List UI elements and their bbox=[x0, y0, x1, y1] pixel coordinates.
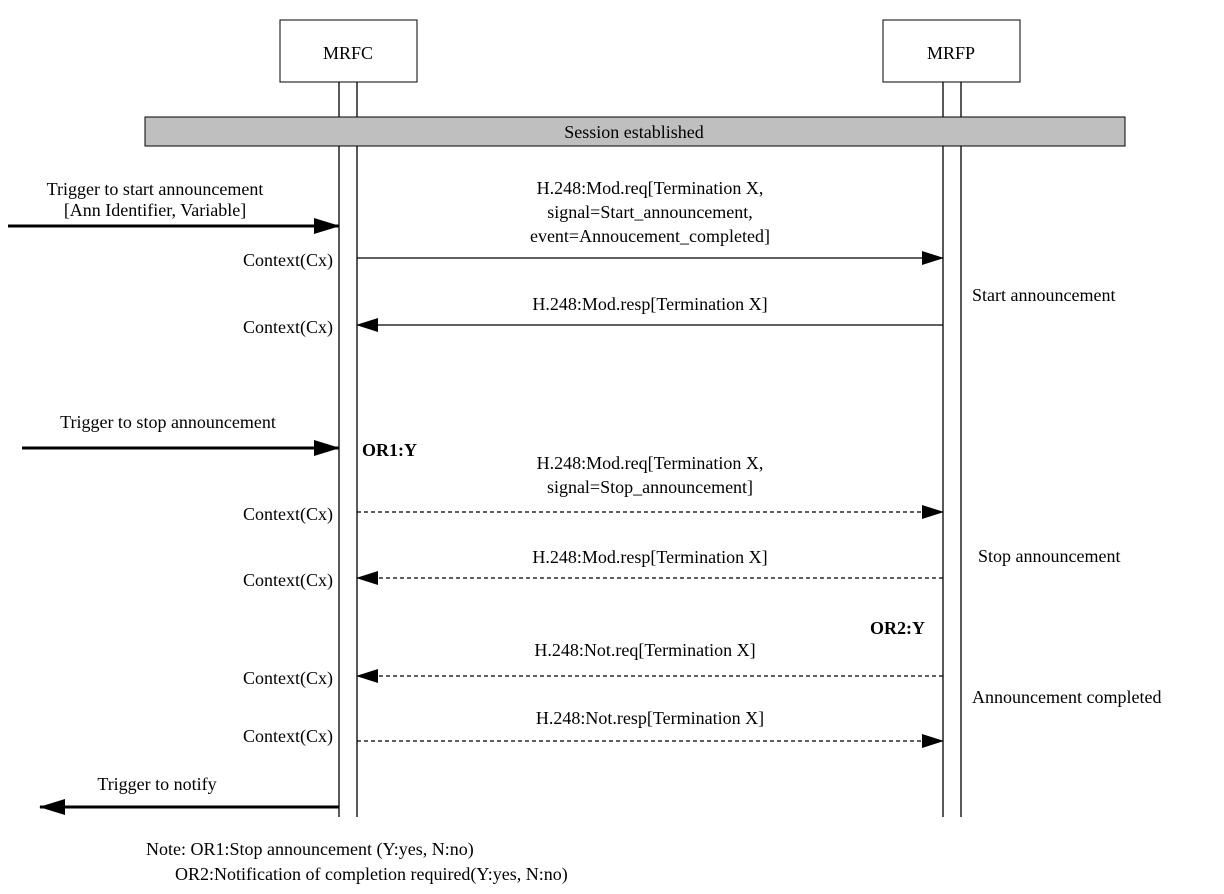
mrfc-lifeline bbox=[338, 82, 358, 817]
mrfc-box bbox=[279, 19, 418, 83]
session-established-bar: Session established bbox=[144, 116, 1126, 147]
message-not-resp: H.248:Not.resp[Termination X] bbox=[357, 708, 944, 748]
trigger-notify-label: Trigger to notify bbox=[97, 774, 216, 794]
message-not-req: H.248:Not.req[Termination X] bbox=[356, 640, 943, 683]
trigger-start-announcement: Trigger to start announcement [Ann Ident… bbox=[8, 179, 340, 234]
message-mod-req-start: H.248:Mod.req[Termination X, signal=Star… bbox=[357, 178, 944, 265]
side-note-completed: Announcement completed bbox=[972, 687, 1161, 707]
message-label-line: H.248:Not.resp[Termination X] bbox=[536, 708, 764, 728]
trigger-stop-announcement: Trigger to stop announcement bbox=[22, 412, 340, 456]
session-bar-label: Session established bbox=[564, 122, 704, 142]
message-label-line: signal=Stop_announcement] bbox=[547, 477, 753, 497]
context-label: Context(Cx) bbox=[243, 317, 333, 338]
context-label: Context(Cx) bbox=[243, 570, 333, 591]
context-label: Context(Cx) bbox=[243, 250, 333, 271]
session-bar-rect bbox=[144, 116, 1126, 147]
context-label: Context(Cx) bbox=[243, 668, 333, 689]
side-note-start: Start announcement bbox=[972, 285, 1115, 305]
side-note-stop: Stop announcement bbox=[978, 546, 1120, 566]
trigger-notify: Trigger to notify bbox=[39, 774, 339, 815]
footnote: Note: OR1:Stop announcement (Y:yes, N:no… bbox=[146, 839, 568, 885]
message-label-line: signal=Start_announcement, bbox=[547, 202, 753, 222]
context-label: Context(Cx) bbox=[243, 726, 333, 747]
trigger-start-line1: Trigger to start announcement bbox=[47, 179, 264, 199]
mrfp-lifeline bbox=[942, 82, 962, 817]
footnote-line2: OR2:Notification of completion required(… bbox=[175, 864, 568, 885]
message-mod-resp-stop: H.248:Mod.resp[Termination X] bbox=[356, 547, 943, 585]
mrfp-label: MRFP bbox=[927, 43, 975, 63]
message-label-line: H.248:Mod.resp[Termination X] bbox=[532, 294, 767, 314]
context-label: Context(Cx) bbox=[243, 504, 333, 525]
mrfp-entity: MRFP bbox=[882, 19, 1021, 83]
message-label-line: H.248:Mod.req[Termination X, bbox=[537, 453, 764, 473]
or1-label: OR1:Y bbox=[362, 440, 417, 460]
mrfc-label: MRFC bbox=[323, 43, 373, 63]
message-label-line: H.248:Mod.req[Termination X, bbox=[537, 178, 764, 198]
mrfc-entity: MRFC bbox=[279, 19, 418, 83]
mrfp-box bbox=[882, 19, 1021, 83]
message-mod-resp-start: H.248:Mod.resp[Termination X] bbox=[356, 294, 943, 332]
footnote-line1: Note: OR1:Stop announcement (Y:yes, N:no… bbox=[146, 839, 474, 860]
message-mod-req-stop: H.248:Mod.req[Termination X, signal=Stop… bbox=[357, 453, 944, 519]
trigger-stop-label: Trigger to stop announcement bbox=[60, 412, 276, 432]
or2-label: OR2:Y bbox=[870, 618, 925, 638]
message-label-line: event=Annoucement_completed] bbox=[530, 226, 770, 246]
message-label-line: H.248:Mod.resp[Termination X] bbox=[532, 547, 767, 567]
trigger-start-line2: [Ann Identifier, Variable] bbox=[64, 200, 246, 220]
message-label-line: H.248:Not.req[Termination X] bbox=[534, 640, 755, 660]
